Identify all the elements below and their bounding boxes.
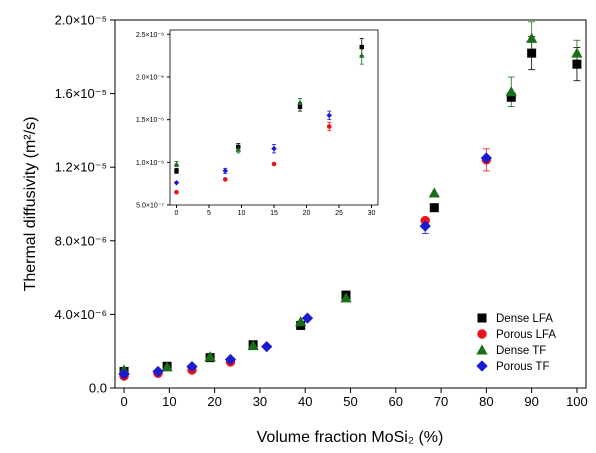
data-point <box>271 145 277 152</box>
legend-label: Porous LFA <box>496 329 556 341</box>
data-point <box>186 361 198 373</box>
legend: Dense LFA Porous LFA Dense TF Porous TF <box>476 313 556 373</box>
y-tick-label: 2.0×10⁻⁵ <box>55 13 107 28</box>
data-point <box>326 124 332 129</box>
x-tick-label: 20 <box>303 210 311 217</box>
data-point <box>174 189 179 195</box>
data-point <box>297 99 303 105</box>
x-tick-label: 50 <box>343 394 357 409</box>
data-point <box>118 368 130 380</box>
main-y-axis: 0.0 4.0×10⁻⁶ 8.0×10⁻⁶ 1.2×10⁻⁵ 1.6×10⁻⁵ 2.0×1… <box>55 13 115 396</box>
data-point <box>571 47 583 58</box>
data-point <box>174 168 179 174</box>
y-axis-title: Thermal diffusivity (m²/s) <box>22 117 39 292</box>
x-tick-label: 0 <box>175 210 179 217</box>
x-tick-label: 0 <box>120 394 127 409</box>
inset-plot: 0 5 10 15 20 25 30 5.0×10⁻⁷ 1.0×10⁻⁶ 1.5×10⁻⁶ 2.0… <box>136 29 379 217</box>
inset-data-points <box>173 44 365 195</box>
legend-label: Porous TF <box>496 361 549 373</box>
data-point <box>301 312 314 324</box>
x-tick-label: 5 <box>207 210 211 217</box>
data-point <box>161 361 173 372</box>
data-point <box>295 316 307 327</box>
data-point <box>419 220 431 232</box>
main-data-points <box>118 32 583 381</box>
data-point <box>271 161 277 167</box>
x-tick-label: 70 <box>434 394 448 409</box>
data-point <box>173 161 180 167</box>
data-point <box>326 112 332 119</box>
y-tick-label: 1.2×10⁻⁵ <box>55 160 107 175</box>
x-tick-label: 40 <box>298 394 312 409</box>
x-tick-label: 20 <box>207 394 221 409</box>
x-tick-label: 80 <box>479 394 493 409</box>
data-point <box>480 152 492 164</box>
data-point <box>505 86 517 97</box>
data-point <box>429 203 439 213</box>
legend-label: Dense LFA <box>496 313 553 325</box>
x-tick-label: 30 <box>253 394 267 409</box>
legend-marker <box>477 329 487 339</box>
x-tick-label: 90 <box>524 394 538 409</box>
data-point <box>261 340 273 353</box>
inset-y-axis: 5.0×10⁻⁷ 1.0×10⁻⁶ 1.5×10⁻⁶ 2.0×10⁻⁶ 2.5×10⁻⁶ <box>136 32 170 210</box>
main-error-bars <box>421 21 581 234</box>
data-point <box>247 340 259 351</box>
main-x-axis: 0 10 20 30 40 50 60 70 80 90 100 <box>120 388 588 409</box>
data-point <box>222 177 228 182</box>
x-tick-label: 30 <box>368 210 376 217</box>
legend-label: Dense TF <box>496 345 546 357</box>
main-plot: 0 10 20 30 40 50 60 70 80 90 100 0.04.0×10⁻⁶8.0×10… <box>22 13 588 447</box>
x-tick-label: 25 <box>335 210 343 217</box>
data-point <box>224 353 237 366</box>
data-point <box>235 146 241 152</box>
y-tick-label: 4.0×10⁻⁶ <box>55 307 107 322</box>
y-tick-label: 2.5×10⁻⁶ <box>136 32 164 39</box>
data-point <box>359 44 364 50</box>
inset-x-axis: 0 5 10 15 20 25 30 <box>175 205 376 217</box>
y-tick-label: 2.0×10⁻⁶ <box>136 74 164 81</box>
data-point <box>526 32 538 43</box>
legend-marker <box>476 360 488 372</box>
x-tick-label: 60 <box>389 394 403 409</box>
data-point <box>297 104 303 110</box>
data-point <box>340 292 352 303</box>
data-point <box>572 59 582 69</box>
data-point <box>359 52 365 58</box>
x-tick-label: 10 <box>238 210 246 217</box>
x-tick-label: 10 <box>162 394 176 409</box>
y-tick-label: 0.0 <box>89 381 107 396</box>
data-point <box>204 351 216 362</box>
x-tick-label: 100 <box>566 394 588 409</box>
data-point <box>428 187 440 198</box>
x-tick-label: 15 <box>270 210 278 217</box>
legend-marker <box>476 344 488 355</box>
y-tick-label: 5.0×10⁻⁷ <box>136 203 164 210</box>
data-point <box>222 168 228 174</box>
data-point <box>506 92 516 102</box>
legend-marker <box>477 313 487 323</box>
data-point <box>152 365 164 378</box>
y-tick-label: 1.0×10⁻⁶ <box>136 160 164 167</box>
y-tick-label: 1.6×10⁻⁵ <box>55 86 107 101</box>
inset-plot-frame <box>169 29 379 206</box>
x-axis-title: Volume fraction MoSi₂ (%) <box>257 429 444 446</box>
y-tick-label: 1.5×10⁻⁶ <box>136 117 164 124</box>
data-point <box>173 180 180 186</box>
data-point <box>527 48 537 58</box>
y-tick-label: 8.0×10⁻⁶ <box>55 233 107 248</box>
